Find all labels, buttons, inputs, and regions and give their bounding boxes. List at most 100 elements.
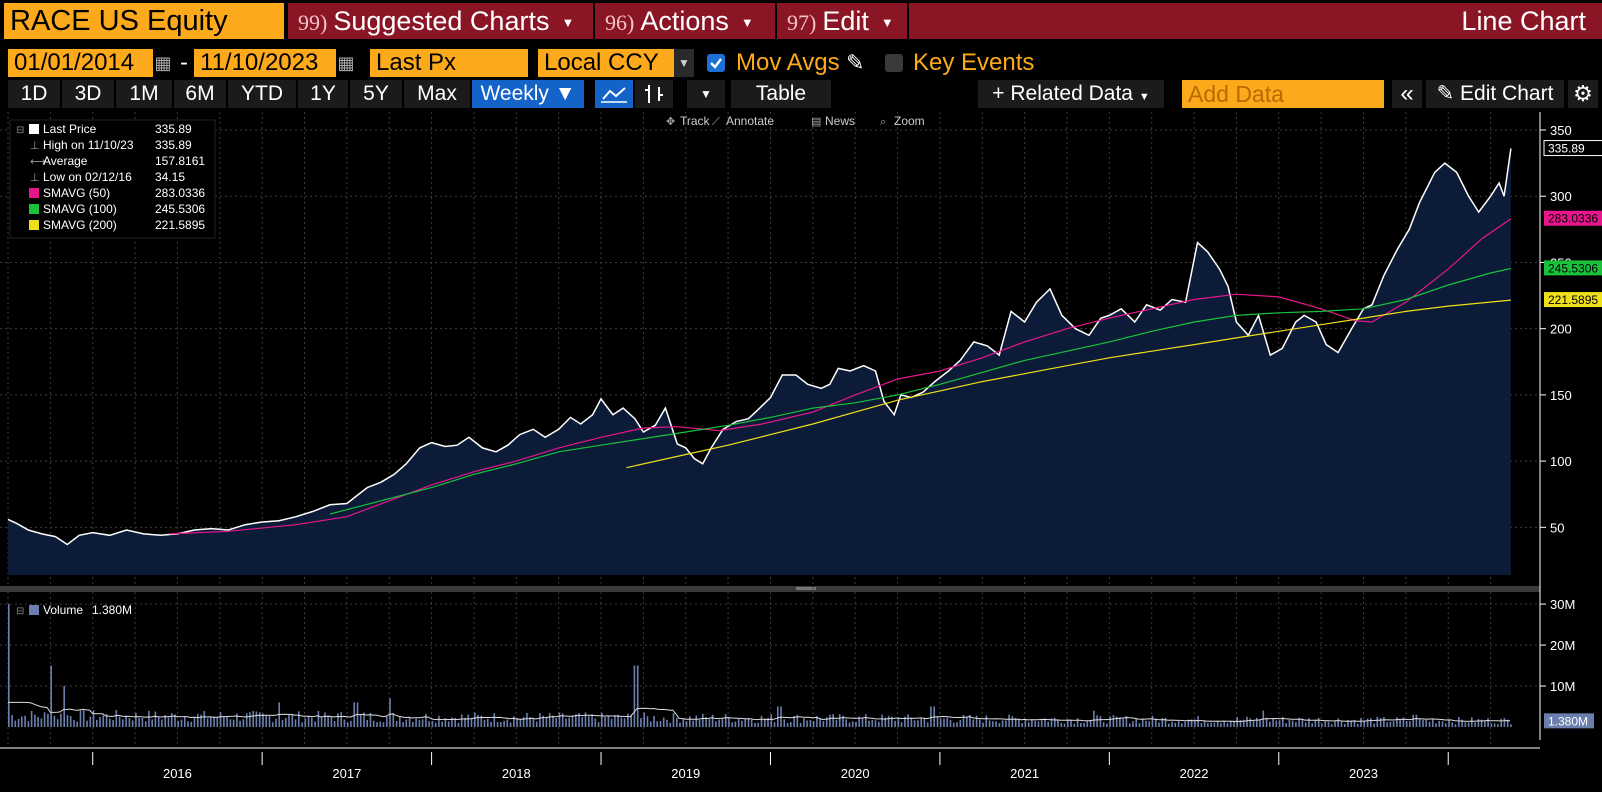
volume-bar: [372, 720, 375, 727]
volume-bar: [565, 718, 567, 727]
volume-bar: [878, 721, 880, 727]
volume-bar: [1213, 722, 1216, 727]
key-events-checkbox[interactable]: [885, 54, 903, 72]
volume-bar: [109, 718, 111, 727]
volume-bar: [454, 718, 456, 727]
end-date-field[interactable]: 11/10/2023: [194, 49, 336, 77]
volume-bar: [1249, 718, 1252, 727]
related-data-button[interactable]: + Related Data ▼: [978, 80, 1164, 108]
gear-icon[interactable]: ⚙: [1568, 80, 1598, 108]
calendar-icon[interactable]: ▦: [154, 53, 172, 73]
volume-bar: [662, 717, 665, 727]
volume-bar: [930, 706, 932, 727]
volume-bar: [591, 714, 593, 727]
volume-bar: [1138, 723, 1141, 727]
actions-menu[interactable]: 96) Actions ▼: [595, 3, 775, 39]
edit-chart-button[interactable]: ✎ Edit Chart: [1426, 80, 1564, 108]
table-button[interactable]: Table: [731, 80, 831, 108]
volume-bar: [760, 715, 763, 727]
suggested-charts-menu[interactable]: 99) Suggested Charts ▼: [288, 3, 593, 39]
volume-bar: [767, 717, 769, 727]
currency-select[interactable]: Local CCY: [538, 49, 674, 77]
volume-bar: [939, 718, 942, 727]
volume-bar: [913, 720, 916, 727]
mov-avgs-label[interactable]: Mov Avgs: [736, 49, 840, 76]
volume-bar: [386, 716, 388, 727]
volume-bar: [164, 715, 166, 727]
volume-bar: [1337, 718, 1339, 727]
volume-bar: [1366, 718, 1369, 727]
legend-value: 245.5306: [155, 202, 205, 216]
chevron-down-icon[interactable]: ▼: [687, 80, 725, 108]
volume-bar: [470, 719, 473, 727]
range-max[interactable]: Max: [404, 80, 470, 108]
volume-bar: [1210, 722, 1212, 727]
range-6m[interactable]: 6M: [174, 80, 226, 108]
volume-bar: [1207, 723, 1209, 727]
volume-bar: [73, 720, 75, 727]
volume-bar: [555, 718, 557, 727]
volume-bar: [206, 718, 209, 727]
volume-bar: [1360, 718, 1362, 727]
volume-bar: [1435, 723, 1437, 727]
key-events-label[interactable]: Key Events: [913, 49, 1035, 76]
volume-bar: [21, 716, 23, 727]
pencil-icon[interactable]: ✎: [846, 50, 865, 75]
volume-bar: [1484, 721, 1486, 727]
volume-bar: [428, 721, 430, 727]
volume-bar: [979, 719, 981, 727]
volume-bar: [588, 716, 590, 727]
legend-label: SMAVG (200): [43, 218, 117, 232]
edit-menu[interactable]: 97) Edit ▼: [777, 3, 907, 39]
volume-bar: [369, 713, 372, 727]
volume-bar: [633, 665, 636, 727]
line-chart-icon[interactable]: [595, 80, 633, 108]
frequency-select[interactable]: Weekly ▼: [472, 80, 584, 108]
volume-bar: [907, 714, 909, 727]
volume-bar: [1011, 716, 1014, 727]
last-value-label: 245.5306: [1548, 261, 1598, 275]
calendar-icon[interactable]: ▦: [337, 53, 355, 73]
menu-label: Actions: [640, 6, 729, 36]
volume-bar: [431, 720, 434, 727]
range-1y[interactable]: 1Y: [298, 80, 348, 108]
volume-bar: [1155, 718, 1157, 727]
volume-bar: [464, 717, 466, 727]
ohlc-chart-icon[interactable]: [635, 80, 673, 108]
volume-bar: [1418, 718, 1421, 727]
volume-bar: [1001, 720, 1004, 727]
volume-bar: [187, 721, 189, 727]
volume-bar: [271, 722, 274, 727]
volume-tick-label: 30M: [1550, 597, 1575, 612]
volume-bar: [829, 714, 831, 727]
range-3d[interactable]: 3D: [62, 80, 114, 108]
range-5y[interactable]: 5Y: [350, 80, 402, 108]
start-date-field[interactable]: 01/01/2014: [8, 49, 153, 77]
range-1m[interactable]: 1M: [116, 80, 172, 108]
volume-bar: [855, 722, 857, 727]
volume-bar: [82, 710, 85, 727]
volume-bar: [379, 721, 382, 727]
volume-bar: [607, 716, 610, 727]
range-ytd[interactable]: YTD: [228, 80, 296, 108]
add-data-input[interactable]: Add Data: [1182, 80, 1384, 108]
chevron-down-icon[interactable]: ▼: [674, 49, 694, 77]
price-field-select[interactable]: Last Px: [370, 49, 528, 77]
volume-bar: [99, 717, 101, 727]
volume-bar: [545, 717, 548, 727]
x-tick-label: 2022: [1180, 766, 1209, 781]
volume-bar: [1102, 722, 1105, 727]
legend-label: High on 11/10/23: [43, 138, 134, 152]
volume-bar: [1021, 723, 1023, 727]
range-1d[interactable]: 1D: [8, 80, 60, 108]
ticker-field[interactable]: RACE US Equity: [4, 3, 284, 39]
volume-bar: [144, 721, 147, 727]
collapse-icon[interactable]: «: [1392, 80, 1422, 108]
volume-bar: [66, 715, 69, 727]
volume-bar: [972, 719, 975, 727]
volume-bar: [1402, 717, 1405, 727]
volume-bar: [89, 716, 92, 727]
volume-bar: [1370, 718, 1372, 727]
mov-avgs-checkbox[interactable]: [707, 54, 725, 72]
